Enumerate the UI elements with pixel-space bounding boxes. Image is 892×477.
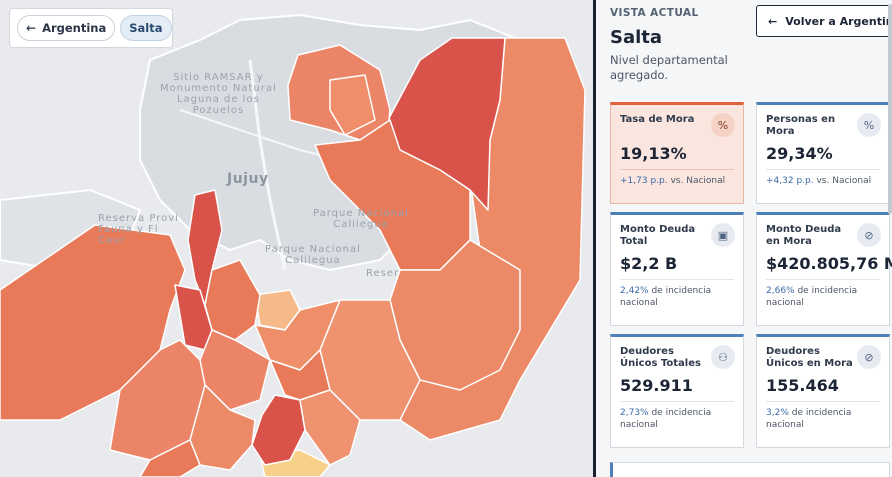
card-delta: 2,42%: [620, 286, 649, 296]
card-delta: 3,2%: [766, 408, 789, 418]
card-footer: 3,2% de incidencia nacional: [766, 407, 884, 431]
card-label: Deudores Únicos Totales: [620, 346, 701, 369]
percent-icon: %: [857, 113, 881, 137]
card-divider: [766, 169, 880, 170]
breadcrumb-salta-label: Salta: [129, 21, 163, 35]
card-label: Tasa de Mora: [620, 114, 695, 125]
card-suffix: vs. Nacional: [816, 176, 872, 186]
department-cerrillos[interactable]: [204, 259, 261, 341]
card-label: Monto Deuda en Mora: [766, 224, 842, 247]
card-footer: 2,73% de incidencia nacional: [620, 407, 738, 431]
card-deudores-unicos-en-mora[interactable]: Deudores Únicos en Mora ⊘ 155.464 3,2% d…: [756, 334, 890, 448]
card-value: 29,34%: [766, 144, 833, 163]
card-delta: 2,73%: [620, 408, 649, 418]
department-iruya[interactable]: [329, 74, 376, 136]
card-footer: 2,42% de incidencia nacional: [620, 285, 738, 309]
panel-eyebrow: VISTA ACTUAL: [610, 7, 699, 19]
card-suffix: de incidencia nacional: [766, 286, 858, 308]
department-chicoana[interactable]: [199, 329, 271, 411]
card-personas-en-mora[interactable]: Personas en Mora % 29,34% +4,32 p.p. vs.…: [756, 102, 890, 204]
map-label-reser: Reser: [366, 268, 400, 279]
card-divider: [766, 401, 880, 402]
department-la-candelaria[interactable]: [299, 389, 361, 466]
card-value: $2,2 B: [620, 254, 678, 273]
info-panel: VISTA ACTUAL Salta Nivel departamental a…: [596, 0, 892, 477]
map-canvas[interactable]: [0, 0, 593, 477]
money-off-icon: ⊘: [857, 223, 881, 247]
card-delta: +4,32 p.p.: [766, 176, 814, 186]
card-footer: +4,32 p.p. vs. Nacional: [766, 175, 884, 187]
card-suffix: de incidencia nacional: [766, 408, 852, 430]
banknote-icon: ▣: [711, 223, 735, 247]
back-button-label: Volver a Argentina: [785, 14, 892, 28]
card-value: 19,13%: [620, 144, 687, 163]
map-label-calilegua-park: Parque Nacional Calilegua: [313, 208, 409, 230]
map-label-calilegua-park-2: Parque Nacional Calilegua: [265, 244, 361, 266]
card-label: Personas en Mora: [766, 114, 836, 137]
breadcrumb-salta[interactable]: Salta: [120, 15, 172, 41]
panel-scrollbar[interactable]: [888, 0, 892, 477]
card-suffix: de incidencia nacional: [620, 408, 712, 430]
map-label-reserva: Reserva Provi Fauna y Fl Caur: [98, 213, 179, 246]
breadcrumb-argentina-label: Argentina: [42, 21, 107, 35]
card-suffix: de incidencia nacional: [620, 286, 712, 308]
card-divider: [620, 169, 734, 170]
panel-divider: [593, 0, 596, 477]
panel-subtitle: Nivel departamental agregado.: [610, 53, 728, 82]
map-label-jujuy: Jujuy: [227, 171, 269, 187]
card-tasa-de-mora[interactable]: Tasa de Mora % 19,13% +1,73 p.p. vs. Nac…: [610, 102, 744, 204]
card-delta: 2,66%: [766, 286, 795, 296]
card-value: 529.911: [620, 376, 693, 395]
card-value: 155.464: [766, 376, 839, 395]
breadcrumb-argentina[interactable]: ← Argentina: [17, 15, 116, 41]
card-label: Monto Deuda Total: [620, 224, 696, 247]
map-label-ramsar: Sitio RAMSAR y Monumento Natural Laguna de…: [160, 72, 277, 116]
card-divider: [620, 401, 734, 402]
panel-title: Salta: [610, 27, 663, 48]
arrow-left-icon: ←: [768, 14, 778, 28]
department-cachi[interactable]: [139, 439, 201, 477]
card-footer: 2,66% de incidencia nacional: [766, 285, 884, 309]
card-suffix: vs. Nacional: [670, 176, 726, 186]
card-divider: [766, 279, 880, 280]
breadcrumb: ← Argentina Salta: [9, 8, 173, 48]
card-monto-deuda-total[interactable]: Monto Deuda Total ▣ $2,2 B 2,42% de inci…: [610, 212, 744, 326]
card-label: Deudores Únicos en Mora: [766, 346, 853, 369]
card-divider: [620, 279, 734, 280]
back-to-argentina-button[interactable]: ← Volver a Argentina: [756, 5, 892, 37]
arrow-left-icon: ←: [26, 21, 37, 35]
card-delta: +1,73 p.p.: [620, 176, 668, 186]
next-card-peek: [610, 462, 890, 477]
card-footer: +1,73 p.p. vs. Nacional: [620, 175, 738, 187]
scrollbar-thumb[interactable]: [888, 4, 892, 214]
card-monto-deuda-en-mora[interactable]: Monto Deuda en Mora ⊘ $420.805,76 M 2,66…: [756, 212, 892, 326]
card-value: $420.805,76 M: [766, 254, 892, 273]
road: [248, 59, 287, 271]
user-off-icon: ⊘: [857, 345, 881, 369]
choropleth-map[interactable]: Sitio RAMSAR y Monumento Natural Laguna de…: [0, 0, 593, 477]
percent-icon: %: [711, 113, 735, 137]
users-icon: ⚇: [711, 345, 735, 369]
card-deudores-unicos-totales[interactable]: Deudores Únicos Totales ⚇ 529.911 2,73% …: [610, 334, 744, 448]
